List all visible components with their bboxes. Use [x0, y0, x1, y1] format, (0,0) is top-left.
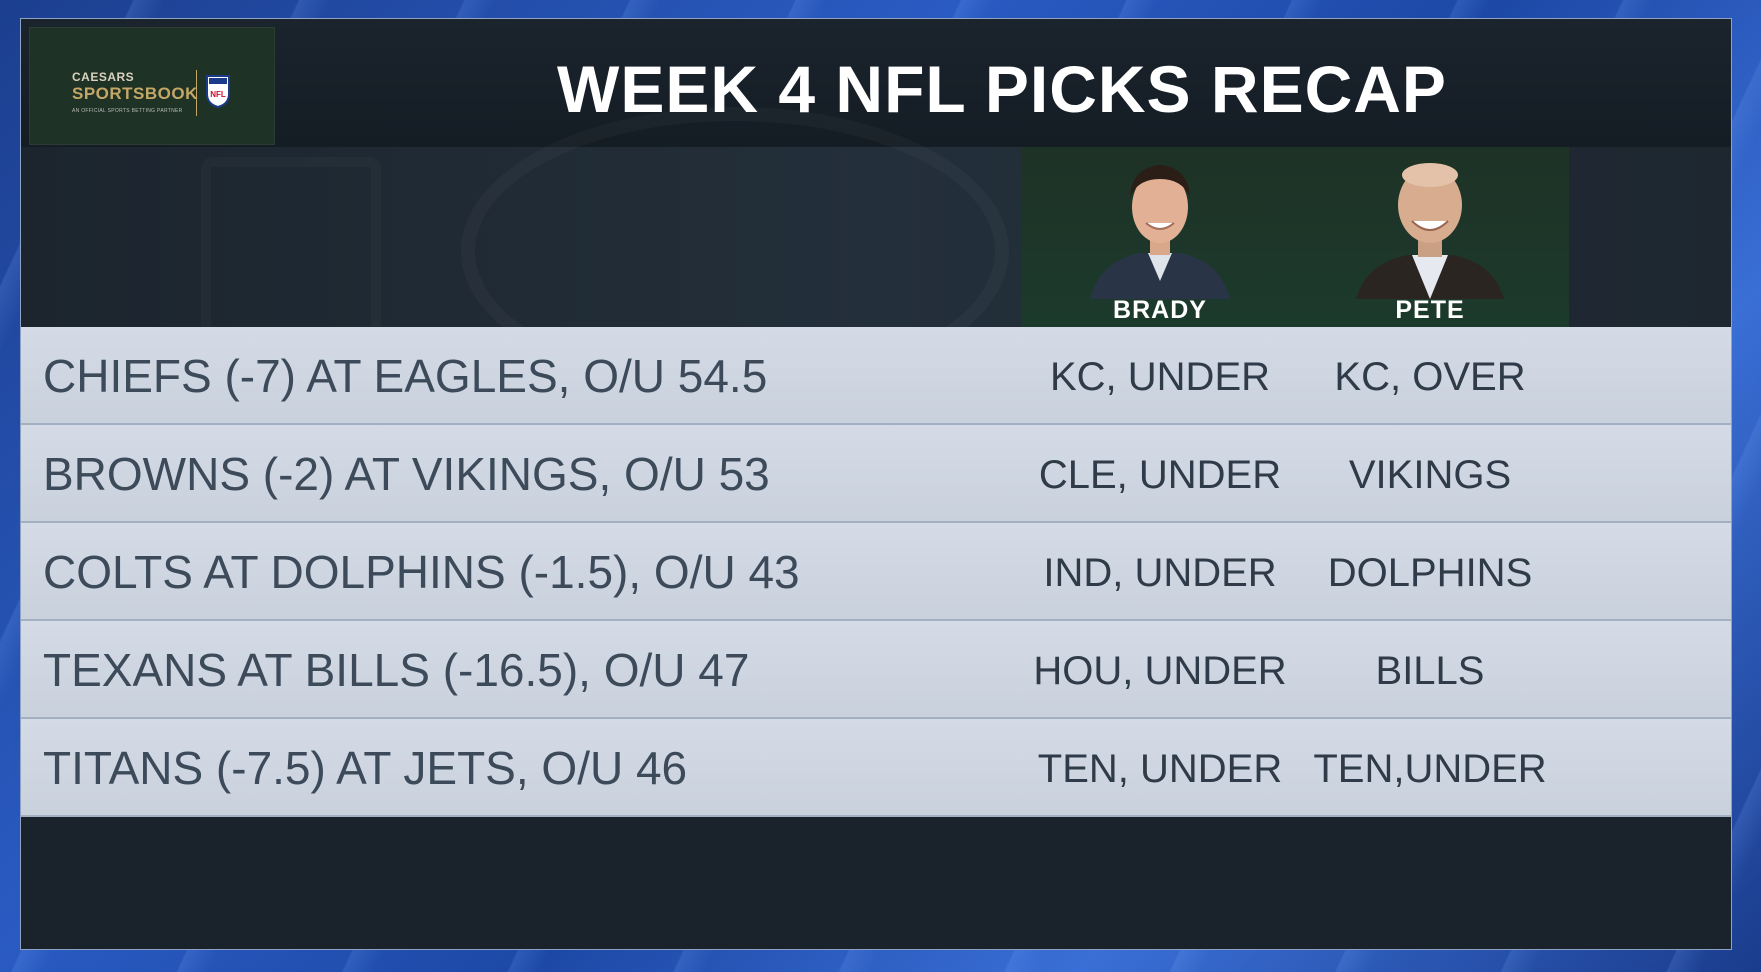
game-matchup: CHIEFS (-7) AT EAGLES, O/U 54.5: [43, 350, 768, 402]
game-matchup: TITANS (-7.5) AT JETS, O/U 46: [43, 742, 688, 794]
logo-brand-main: SPORTSBOOK: [72, 84, 198, 103]
page-title: WEEK 4 NFL PICKS RECAP: [557, 52, 1447, 126]
footer-bar: [21, 817, 1731, 949]
brady-pick: IND, UNDER: [1043, 551, 1277, 595]
sportsbook-logo: CAESARS SPORTSBOOK AN OFFICIAL SPORTS BE…: [29, 27, 275, 145]
brady-pick: KC, UNDER: [1049, 355, 1271, 399]
nfl-badge-text: NFL: [210, 90, 226, 99]
pete-pick: DOLPHINS: [1327, 551, 1533, 595]
header: CAESARS SPORTSBOOK AN OFFICIAL SPORTS BE…: [21, 19, 1731, 147]
table-row: TITANS (-7.5) AT JETS, O/U 46 TEN, UNDER…: [21, 719, 1731, 817]
pete-pick: KC, OVER: [1334, 355, 1526, 399]
picker-brady: BRADY: [1021, 147, 1299, 327]
game-matchup: TEXANS AT BILLS (-16.5), O/U 47: [43, 644, 750, 696]
table-row: COLTS AT DOLPHINS (-1.5), O/U 43 IND, UN…: [21, 523, 1731, 621]
nfl-shield-icon: NFL: [206, 75, 230, 108]
pete-pick: BILLS: [1375, 649, 1485, 693]
game-matchup: BROWNS (-2) AT VIKINGS, O/U 53: [43, 448, 770, 500]
brady-pick: TEN, UNDER: [1037, 747, 1283, 791]
logo-brand-sub: AN OFFICIAL SPORTS BETTING PARTNER: [72, 108, 183, 114]
brady-pick: CLE, UNDER: [1038, 453, 1282, 497]
pete-pick: VIKINGS: [1348, 453, 1512, 497]
table-row: CHIEFS (-7) AT EAGLES, O/U 54.5 KC, UNDE…: [21, 327, 1731, 425]
table-row: TEXANS AT BILLS (-16.5), O/U 47 HOU, UND…: [21, 621, 1731, 719]
brady-pick: HOU, UNDER: [1033, 649, 1287, 693]
logo-divider: [196, 70, 197, 116]
picker-name-brady: BRADY: [1113, 296, 1207, 324]
picker-name-pete: PETE: [1395, 296, 1465, 324]
pete-portrait-icon: [1356, 163, 1504, 299]
logo-brand-top: CAESARS: [72, 70, 135, 84]
pete-pick: TEN,UNDER: [1313, 747, 1547, 791]
picks-graphic: CAESARS SPORTSBOOK AN OFFICIAL SPORTS BE…: [20, 18, 1732, 950]
brady-portrait-icon: [1090, 165, 1230, 299]
table-row: BROWNS (-2) AT VIKINGS, O/U 53 CLE, UNDE…: [21, 425, 1731, 523]
picks-table: CHIEFS (-7) AT EAGLES, O/U 54.5 KC, UNDE…: [21, 327, 1731, 817]
game-matchup: COLTS AT DOLPHINS (-1.5), O/U 43: [43, 546, 800, 598]
picker-pete: PETE: [1291, 147, 1569, 327]
